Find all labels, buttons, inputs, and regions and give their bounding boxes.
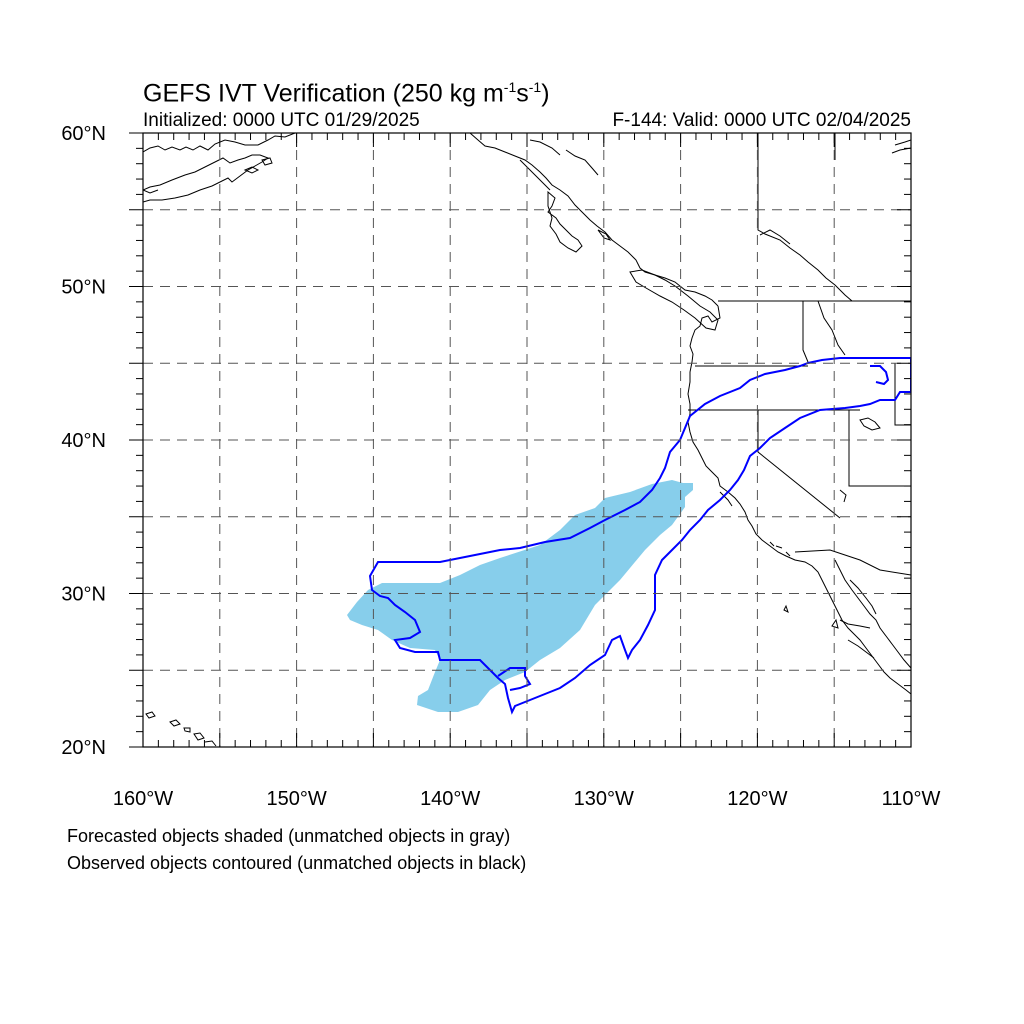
forecast-object [347,480,693,712]
baja-coast [834,559,911,669]
footnote-forecast: Forecasted objects shaded (unmatched obj… [67,826,511,846]
longitude-label: 130°W [574,788,634,810]
observed-object-layer [368,357,911,715]
bc-coast [469,133,719,307]
coastline-layer [143,133,911,747]
hawaii [145,711,156,719]
latitude-label: 60°N [61,123,106,145]
latitude-labels: 60°N 50°N 40°N 30°N 20°N [61,123,106,759]
latitude-label: 40°N [61,430,106,452]
longitude-label: 120°W [727,788,787,810]
initialized-time: Initialized: 0000 UTC 01/29/2025 [143,110,420,131]
latitude-label: 20°N [61,737,106,759]
axis-ticks [129,132,912,748]
forecast-object-layer [347,480,693,712]
longitude-label: 160°W [113,788,173,810]
footnote-observed: Observed objects contoured (unmatched ob… [67,853,527,873]
longitude-label: 110°W [882,788,941,810]
alaska-coast [143,133,300,153]
longitude-label: 140°W [420,788,480,810]
us-west-coast [687,305,911,695]
map-title: GEFS IVT Verification (250 kg m-1s-1) [143,79,550,108]
longitude-label: 150°W [266,788,326,810]
latitude-label: 50°N [61,277,106,299]
valid-time: F-144: Valid: 0000 UTC 02/04/2025 [612,110,911,131]
observed-object [368,357,911,715]
longitude-labels: 160°W 150°W 140°W 130°W 120°W 110°W [113,788,941,810]
latitude-label: 30°N [61,584,106,606]
graticule [143,133,911,747]
